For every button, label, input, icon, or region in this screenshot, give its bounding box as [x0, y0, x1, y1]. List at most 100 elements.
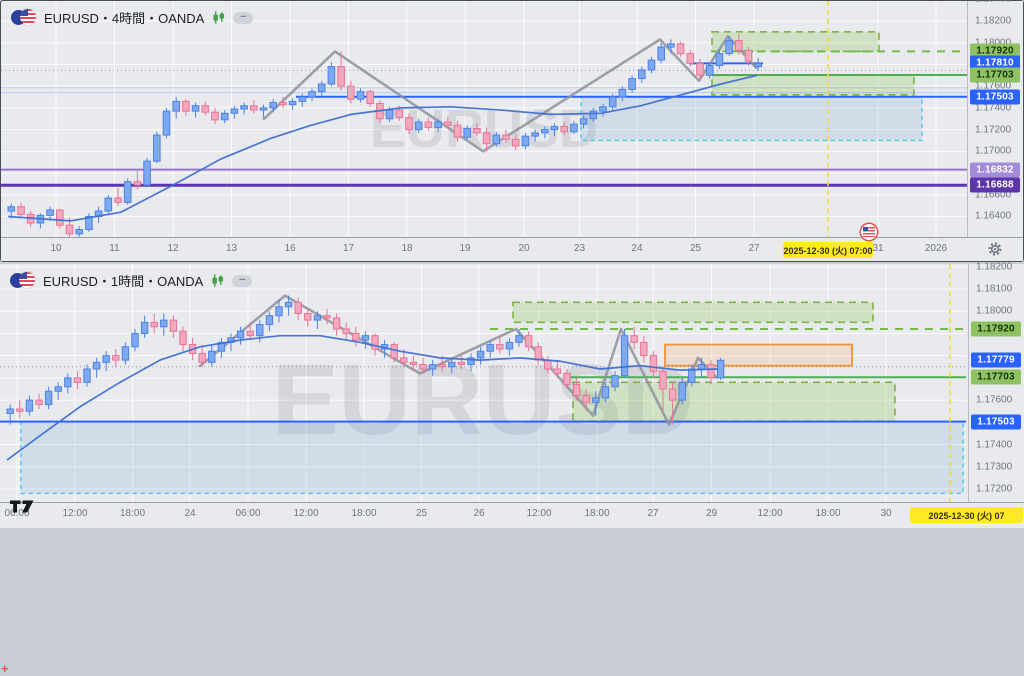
eurusd-pair-flag-icon — [11, 9, 37, 26]
price-tick: 1.17600 — [975, 80, 1012, 92]
time-tick: 11 — [109, 243, 120, 254]
economic-event-us-flag-icon[interactable] — [861, 224, 877, 240]
time-tick: 18 — [401, 243, 413, 254]
eurusd-pair-flag-icon — [10, 272, 36, 289]
zigzag-line — [262, 34, 758, 153]
price-level-label: 1.17920 — [971, 321, 1021, 337]
axis-settings-gear-icon[interactable] — [967, 237, 1023, 261]
symbol-title[interactable]: EURUSD・1時間・OANDA — [43, 274, 204, 289]
price-level-label: 1.17779 — [971, 352, 1021, 368]
price-level-label: 1.17503 — [970, 89, 1020, 105]
time-tick: 06:00 — [235, 508, 261, 519]
time-tick: 31 — [872, 243, 884, 254]
demand-zone-green — [572, 381, 896, 423]
chart-legend-4h: EURUSD・4時間・OANDA − — [11, 8, 254, 27]
price-tick: 1.17200 — [976, 483, 1013, 495]
tradingview-logo[interactable] — [10, 499, 36, 514]
us-flag-icon — [19, 272, 35, 288]
time-tick: 10 — [50, 243, 62, 254]
zones — [580, 31, 923, 142]
time-tick: 24 — [184, 508, 196, 519]
price-tick: 1.17000 — [975, 145, 1012, 157]
price-level-label: 1.17503 — [971, 414, 1021, 430]
levels — [0, 327, 966, 423]
chart-panel-1h: EURUSD・1時間・OANDA − EURUSD 1.18200 1.18100… — [0, 261, 1024, 675]
demand-zone-blue — [20, 420, 964, 495]
time-tick: 25 — [415, 508, 428, 519]
time-tick: 24 — [631, 243, 643, 254]
price-level-label: 1.17703 — [971, 369, 1021, 385]
time-tick: 26 — [473, 508, 485, 519]
time-tick: 12:00 — [62, 508, 88, 519]
price-level-label: 1.17810 — [970, 55, 1020, 71]
levels — [1, 50, 967, 187]
chart-canvas: EURUSD — [1, 1, 967, 238]
symbol-title[interactable]: EURUSD・4時間・OANDA — [44, 11, 205, 26]
time-tick: 06:00 — [4, 508, 30, 519]
time-tick: 23 — [573, 243, 586, 254]
collapse-button[interactable]: − — [232, 274, 253, 287]
price-tick: 1.17400 — [976, 439, 1013, 451]
drawing-anchor-plus[interactable]: + — [1, 661, 9, 676]
demand-zone-blue — [580, 96, 923, 142]
time-tick: 2026 — [924, 243, 948, 254]
time-tick: 13 — [225, 243, 238, 254]
price-level-label: 1.16688 — [970, 177, 1020, 193]
price-axis-1h[interactable]: 1.18200 1.18100 1.18000 1.17600 1.17400 1.173… — [968, 261, 1024, 502]
chart-panel-4h: EURUSD・4時間・OANDA − EURUSD 1.18400 1.18200… — [0, 0, 1024, 262]
price-tick: 1.17200 — [975, 124, 1012, 136]
candles-series — [7, 34, 763, 238]
supply-zone-upper — [512, 301, 874, 324]
time-tick: 30 — [880, 508, 892, 519]
price-level-label: 1.17703 — [970, 67, 1020, 83]
candlestick-style-icon[interactable] — [210, 273, 225, 288]
collapse-button[interactable]: − — [233, 11, 254, 24]
time-tick: 18:00 — [119, 508, 146, 519]
price-tick: 1.17600 — [976, 394, 1013, 406]
price-tick: 1.18000 — [975, 37, 1012, 49]
time-tick: 25 — [689, 243, 702, 254]
price-tick: 1.17400 — [975, 102, 1012, 114]
panel-separator[interactable] — [0, 262, 1024, 264]
price-tick: 1.18100 — [976, 283, 1013, 295]
ma-line — [6, 334, 719, 461]
current-date-label: 2025-12-30 (火) 07:00 — [783, 242, 873, 258]
us-flag-icon — [20, 9, 36, 25]
price-tick: 1.17300 — [976, 461, 1013, 473]
price-level-label: 1.16832 — [970, 162, 1020, 178]
time-tick: 27 — [748, 243, 760, 254]
current-date-label: 2025-12-30 (火) 07 — [910, 507, 1023, 523]
time-tick: 16 — [284, 243, 296, 254]
price-tick: 1.18200 — [976, 261, 1013, 273]
time-tick: 12:00 — [526, 508, 552, 519]
price-tick: 1.18400 — [975, 0, 1011, 5]
time-tick: 18:00 — [351, 508, 377, 519]
price-axis-4h[interactable]: 1.18400 1.18200 1.18000 1.17600 1.17400 1.172… — [967, 0, 1023, 238]
time-axis-4h[interactable]: 10 11 12 13 16 17 18 19 20 23 24 25 27 31 2026 2025-12-… — [1, 237, 1023, 261]
candlestick-style-icon[interactable] — [211, 10, 226, 25]
time-tick: 20 — [518, 243, 530, 254]
ma-line — [7, 74, 758, 222]
candlestick-chart-1h[interactable]: EURUSD — [0, 264, 966, 502]
price-tick: 1.18200 — [975, 15, 1012, 27]
zones — [20, 301, 964, 495]
time-tick: 12:00 — [757, 508, 783, 519]
time-tick: 29 — [705, 508, 718, 519]
time-tick: 18:00 — [584, 508, 610, 519]
time-tick: 12:00 — [293, 508, 319, 519]
price-tick: 1.16400 — [975, 210, 1012, 222]
candlestick-chart-4h[interactable]: EURUSD — [1, 1, 967, 238]
time-tick: 27 — [647, 508, 659, 519]
time-tick: 19 — [459, 243, 471, 254]
time-tick: 18:00 — [815, 508, 841, 519]
price-tick: 1.16600 — [975, 189, 1012, 201]
time-tick: 17 — [342, 243, 355, 254]
price-level-label: 1.17920 — [970, 43, 1020, 59]
supply-zone-upper — [711, 31, 880, 53]
time-tick: 12 — [167, 243, 179, 254]
time-axis-1h[interactable]: 06:00 12:00 18:00 24 06:00 12:00 18:00 25 26 12:0… — [0, 502, 1024, 528]
chart-canvas: EURUSD — [0, 264, 966, 502]
chart-legend-1h: EURUSD・1時間・OANDA − — [10, 271, 253, 290]
order-block-orange — [664, 343, 853, 367]
price-tick: 1.18000 — [976, 305, 1013, 317]
